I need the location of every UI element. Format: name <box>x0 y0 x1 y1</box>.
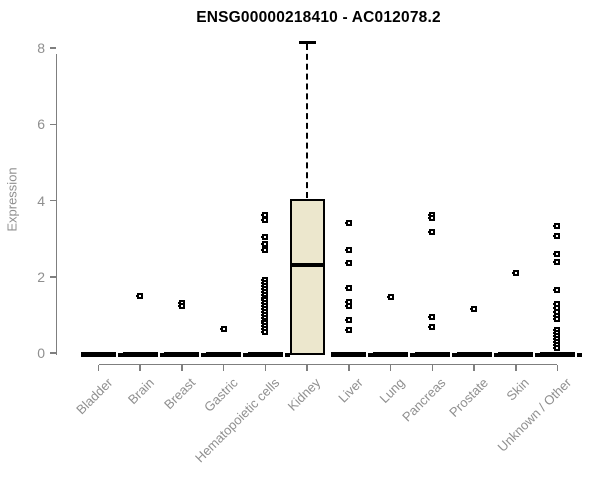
x-axis-tick <box>264 365 267 371</box>
zero-expression-bar <box>498 352 534 357</box>
outlier-point <box>344 303 352 310</box>
boxplot-box <box>289 198 325 355</box>
outlier-point <box>177 302 185 309</box>
y-tick-label: 8 <box>37 40 45 56</box>
zero-expression-nub <box>410 352 416 357</box>
x-axis-tick <box>139 365 141 371</box>
x-axis-tick <box>473 365 475 371</box>
category-label: Pancreas <box>399 375 449 425</box>
zero-expression-nub <box>201 352 207 357</box>
outlier-point <box>428 313 436 320</box>
outlier-point <box>261 241 269 248</box>
category-label: Prostate <box>445 375 491 420</box>
y-tick-label: 2 <box>37 268 45 285</box>
outlier-point <box>511 269 519 276</box>
outlier-point <box>428 324 436 331</box>
x-axis-tick <box>97 365 100 371</box>
x-axis-tick <box>431 365 434 371</box>
zero-expression-nub <box>451 352 457 357</box>
zero-expression-nub <box>368 352 374 357</box>
outlier-point <box>553 316 561 323</box>
y-axis-tick <box>49 199 56 202</box>
outlier-point <box>344 316 352 323</box>
outlier-point <box>386 293 394 300</box>
outlier-point <box>428 214 436 221</box>
y-axis-tick <box>49 276 56 278</box>
outlier-point <box>261 216 269 223</box>
zero-expression-nub <box>118 352 123 357</box>
y-tick-label: 4 <box>37 192 45 209</box>
y-axis-line <box>55 53 57 355</box>
zero-expression-bar <box>373 352 409 357</box>
zero-expression-bar <box>539 352 575 357</box>
zero-expression-nub <box>535 352 541 357</box>
zero-expression-bar <box>206 352 242 357</box>
y-axis-tick <box>49 123 56 125</box>
outlier-point <box>553 258 561 265</box>
median-line <box>289 263 325 268</box>
y-axis-tick <box>49 47 56 49</box>
outlier-point <box>553 250 561 257</box>
x-axis-tick <box>515 365 517 371</box>
outlier-point <box>219 326 227 333</box>
zero-expression-nub <box>159 352 165 357</box>
y-tick-label: 0 <box>37 345 45 361</box>
outlier-point <box>553 287 561 294</box>
outlier-point <box>136 292 144 299</box>
x-axis-line <box>98 363 558 365</box>
category-label: Brain <box>124 375 157 408</box>
outlier-point <box>344 219 352 226</box>
x-axis-tick <box>181 365 183 371</box>
zero-expression-bar <box>164 352 200 357</box>
x-axis-tick <box>389 365 392 371</box>
outlier-point <box>553 345 561 352</box>
outlier-point <box>261 329 269 336</box>
zero-expression-bar <box>122 352 158 357</box>
upper-whisker <box>306 44 309 198</box>
category-label: Skin <box>503 375 533 404</box>
x-axis-tick <box>306 365 308 371</box>
x-axis-tick <box>348 365 350 371</box>
zero-expression-bar <box>456 352 492 357</box>
zero-expression-bar <box>414 352 450 357</box>
category-label: Breast <box>161 375 199 413</box>
category-label: Bladder <box>72 375 116 418</box>
y-axis-tick <box>49 352 56 354</box>
category-label: Liver <box>334 375 366 406</box>
outlier-point <box>261 247 269 254</box>
chart-title: ENSG00000218410 - AC012078.2 <box>196 9 441 26</box>
whisker-cap <box>298 40 316 44</box>
outlier-point <box>344 285 352 292</box>
outlier-point <box>553 222 561 229</box>
outlier-point <box>344 247 352 254</box>
zero-expression-bar <box>247 352 283 357</box>
category-label: Lung <box>376 375 408 407</box>
x-axis-tick <box>222 365 225 371</box>
zero-expression-nub <box>284 352 290 357</box>
y-tick-label: 6 <box>37 116 45 133</box>
category-label: Unknown / Other <box>494 375 575 455</box>
outlier-point <box>344 327 352 334</box>
category-label: Gastric <box>200 375 241 415</box>
outlier-point <box>470 306 478 313</box>
zero-expression-bar <box>81 352 116 357</box>
outlier-point <box>553 232 561 239</box>
outlier-point <box>261 233 269 240</box>
x-axis-tick <box>556 365 559 371</box>
zero-expression-nub <box>243 352 249 357</box>
zero-expression-nub <box>493 352 499 357</box>
outlier-point <box>428 228 436 235</box>
zero-expression-nub <box>576 352 582 357</box>
outlier-point <box>344 259 352 266</box>
zero-expression-bar <box>331 352 367 357</box>
category-label: Kidney <box>285 375 324 414</box>
